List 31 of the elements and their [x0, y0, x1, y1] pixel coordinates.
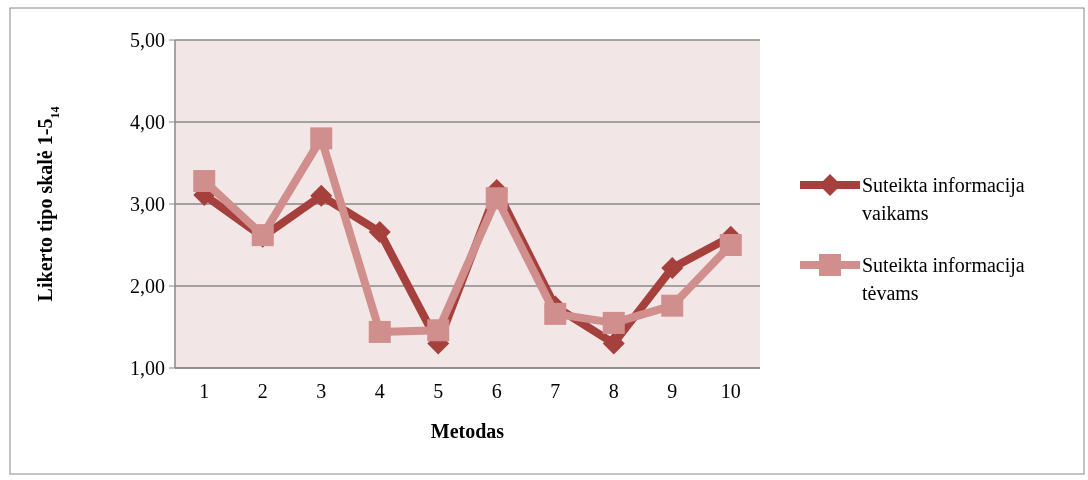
x-tick-label: 8	[608, 380, 619, 402]
y-tick-label: 2,00	[130, 275, 165, 297]
legend-label: Suteikta informacija tėvams	[862, 254, 1025, 304]
x-tick-label: 5	[433, 380, 444, 402]
y-tick-label: 3,00	[130, 193, 165, 215]
y-tick-label: 5,00	[130, 29, 165, 51]
point	[719, 234, 742, 256]
legend-label: Suteikta informacija vaikams	[862, 174, 1025, 224]
point	[602, 311, 625, 334]
x-tick-label: 3	[316, 380, 327, 402]
x-tick-label: 7	[550, 380, 561, 402]
x-tick-label: 10	[720, 380, 741, 402]
point	[193, 170, 216, 193]
x-tick-label: 1	[199, 380, 210, 402]
point	[310, 184, 333, 207]
x-tick-label: 9	[667, 380, 678, 402]
y-tick-label: 4,00	[130, 111, 165, 133]
x-tick-label: 2	[257, 380, 268, 402]
point	[602, 332, 625, 355]
point	[544, 302, 567, 325]
point	[661, 256, 684, 279]
y-tick-label: 1,00	[130, 357, 165, 379]
point	[427, 319, 450, 342]
point	[368, 220, 391, 243]
point	[310, 127, 333, 150]
point	[368, 320, 391, 343]
point	[661, 294, 684, 317]
x-tick-label: 4	[374, 380, 385, 402]
x-axis-title: Metodas	[430, 420, 505, 442]
x-tick-label: 6	[491, 380, 502, 402]
point	[485, 187, 508, 210]
